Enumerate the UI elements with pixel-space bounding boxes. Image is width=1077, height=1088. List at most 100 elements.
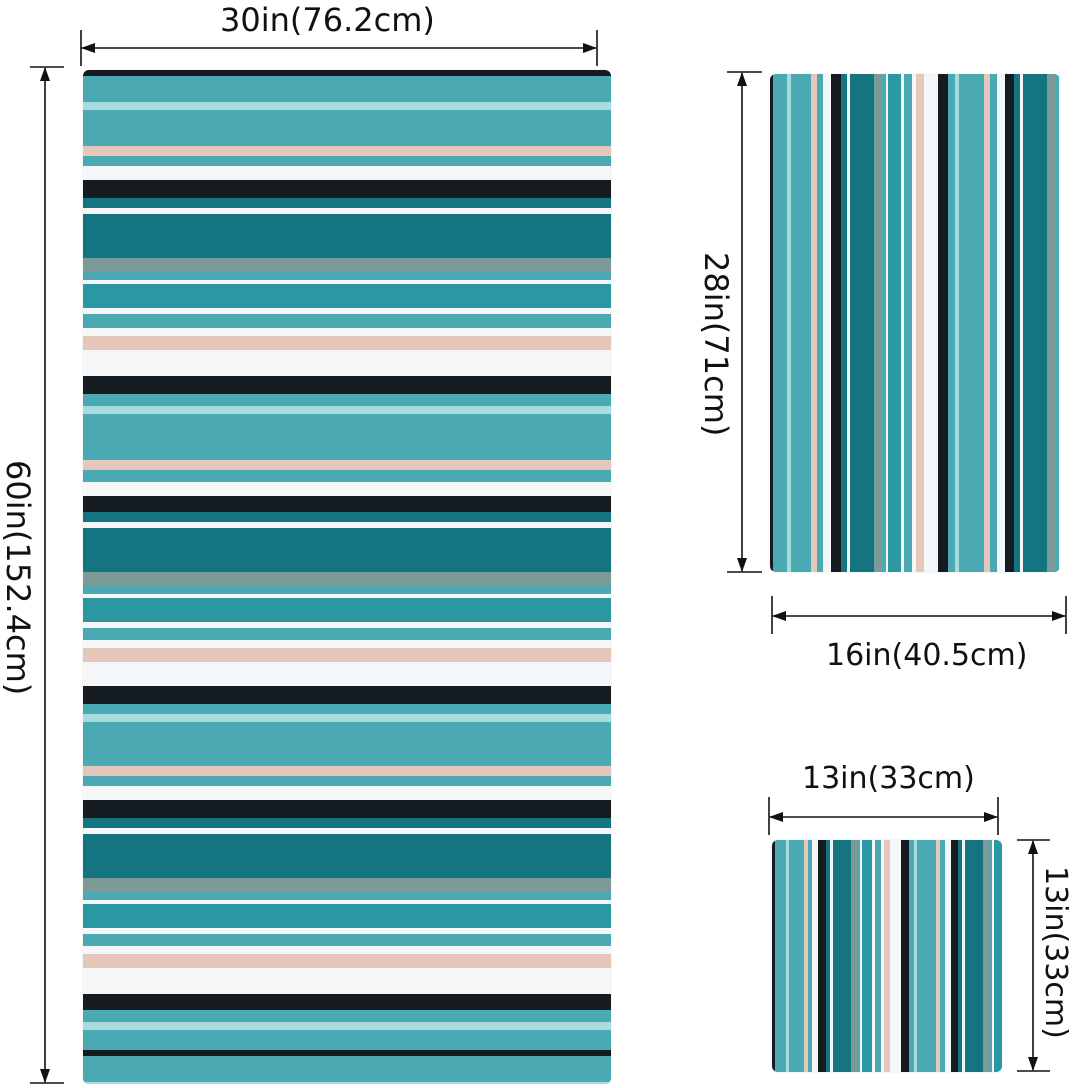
stripe — [955, 74, 959, 572]
stripe — [818, 840, 826, 1072]
stripe — [83, 878, 611, 892]
stripe — [83, 834, 611, 878]
stripe — [83, 766, 611, 776]
stripe — [938, 74, 948, 572]
stripe — [904, 74, 912, 572]
stripe — [83, 328, 611, 336]
stripe — [1023, 74, 1047, 572]
stripe — [83, 258, 611, 272]
stripe — [83, 414, 611, 460]
stripe — [83, 180, 611, 198]
stripe — [775, 840, 786, 1072]
stripe — [984, 74, 990, 572]
stripe — [830, 840, 833, 1072]
stripe — [83, 1030, 611, 1050]
stripe — [83, 512, 611, 522]
stripe — [83, 900, 611, 904]
stripe — [1047, 74, 1055, 572]
stripe — [83, 214, 611, 258]
stripe — [992, 840, 994, 1072]
stripe — [958, 840, 962, 1072]
stripe — [1055, 74, 1059, 572]
stripe — [83, 928, 611, 934]
stripe — [773, 74, 787, 572]
stripe — [850, 74, 874, 572]
stripe — [83, 622, 611, 628]
stripe — [791, 74, 811, 572]
stripe — [83, 628, 611, 640]
stripe — [812, 840, 818, 1072]
stripe — [83, 904, 611, 928]
stripe — [83, 594, 611, 598]
stripe — [890, 840, 901, 1072]
stripe — [83, 522, 611, 528]
stripe — [851, 840, 857, 1072]
bath-width-label: 30in(76.2cm) — [220, 1, 435, 39]
stripe — [804, 840, 808, 1072]
stripe — [924, 74, 938, 572]
stripe — [965, 840, 983, 1072]
stripe — [83, 994, 611, 1010]
stripe — [808, 840, 812, 1072]
stripe — [823, 74, 831, 572]
stripe — [1014, 74, 1020, 572]
stripe — [83, 482, 611, 496]
stripe — [989, 840, 992, 1072]
stripe — [811, 74, 817, 572]
stripe — [83, 640, 611, 648]
stripe — [83, 406, 611, 414]
stripe — [83, 336, 611, 350]
stripe — [875, 840, 881, 1072]
stripe — [83, 1050, 611, 1056]
stripe — [1020, 74, 1023, 572]
stripe — [83, 460, 611, 470]
stripe — [83, 308, 611, 314]
stripe — [833, 840, 851, 1072]
stripe — [83, 350, 611, 376]
stripe — [83, 272, 611, 280]
stripe — [83, 828, 611, 834]
stripe — [1059, 74, 1060, 572]
stripe — [83, 704, 611, 714]
stripe — [786, 840, 789, 1072]
stripe — [83, 166, 611, 180]
stripe — [888, 74, 901, 572]
stripe — [83, 70, 611, 76]
stripe — [83, 76, 611, 102]
stripe — [874, 74, 882, 572]
stripe — [83, 722, 611, 766]
stripe — [83, 648, 611, 662]
stripe — [83, 934, 611, 946]
stripe — [83, 156, 611, 166]
stripe — [83, 598, 611, 622]
stripe — [841, 74, 847, 572]
wash-width-label: 13in(33cm) — [802, 761, 975, 796]
stripe — [847, 74, 850, 572]
stripe — [945, 840, 951, 1072]
stripe — [83, 314, 611, 328]
stripe — [936, 840, 940, 1072]
stripe — [83, 1022, 611, 1030]
stripe — [83, 198, 611, 208]
stripe — [914, 840, 917, 1072]
stripe — [909, 840, 914, 1072]
stripe — [789, 840, 804, 1072]
stripe — [83, 776, 611, 786]
hand-width-label: 16in(40.5cm) — [826, 638, 1028, 673]
stripe — [817, 74, 823, 572]
stripe — [886, 74, 888, 572]
stripe — [901, 840, 909, 1072]
stripe — [862, 840, 872, 1072]
stripe — [83, 586, 611, 594]
stripe — [983, 840, 989, 1072]
stripe — [882, 74, 886, 572]
stripe — [83, 686, 611, 704]
stripe — [772, 840, 775, 1072]
stripe — [884, 840, 890, 1072]
hand-height-label: 28in(71cm) — [697, 252, 735, 437]
wash-height-label: 13in(33cm) — [1038, 866, 1073, 1039]
stripe — [83, 1056, 611, 1082]
stripe — [83, 662, 611, 686]
stripe — [994, 840, 1002, 1072]
